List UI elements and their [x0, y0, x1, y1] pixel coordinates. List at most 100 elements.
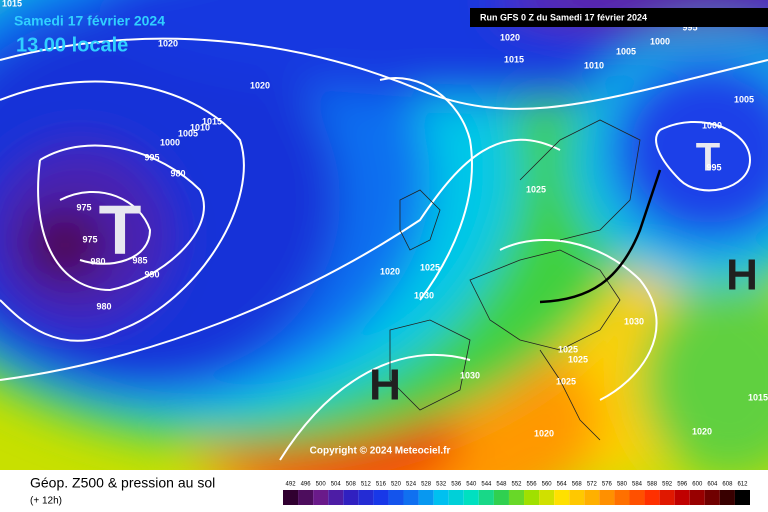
- date: Samedi 17 février 2024: [14, 13, 165, 29]
- isobar-label: 1005: [616, 46, 636, 56]
- scale-label: 572: [587, 482, 598, 488]
- scale-swatch: [674, 490, 690, 505]
- scale-swatch: [313, 490, 329, 505]
- scale-label: 588: [647, 482, 658, 488]
- scale-label: 556: [527, 482, 538, 488]
- scale-swatch: [493, 490, 509, 505]
- scale-label: 580: [617, 482, 628, 488]
- isobar-label: 1000: [650, 36, 670, 46]
- scale-label: 532: [436, 482, 447, 488]
- isobar-label: 1020: [692, 426, 712, 436]
- isobar-label: 1015: [2, 0, 22, 8]
- isobar-label: 1030: [624, 316, 644, 326]
- scale-label: 604: [707, 482, 718, 488]
- scale-swatch: [584, 490, 600, 505]
- isobar-label: 975: [76, 202, 91, 212]
- scale-label: 524: [406, 482, 417, 488]
- scale-label: 492: [286, 482, 297, 488]
- scale-label: 500: [316, 482, 327, 488]
- scale-swatch: [629, 490, 645, 505]
- scale-label: 504: [331, 482, 342, 488]
- isobar-label: 1015: [202, 116, 222, 126]
- isobar-label: 1010: [584, 60, 604, 70]
- copyright: Copyright © 2024 Meteociel.fr: [310, 446, 451, 457]
- scale-label: 520: [391, 482, 402, 488]
- isobar-label: 1005: [178, 128, 198, 138]
- scale-swatch: [448, 490, 464, 505]
- isobar-label: 1030: [460, 370, 480, 380]
- scale-swatch: [478, 490, 494, 505]
- scale-swatch: [358, 490, 374, 505]
- scale-swatch: [704, 490, 720, 505]
- scale-label: 552: [511, 482, 522, 488]
- pressure-center: T: [99, 190, 142, 268]
- run: Run GFS 0 Z du Samedi 17 février 2024: [480, 12, 647, 22]
- isobar-label: 1005: [734, 94, 754, 104]
- scale-label: 600: [692, 482, 703, 488]
- scale-label: 508: [346, 482, 357, 488]
- isobar-label: 980: [170, 168, 185, 178]
- scale-label: 496: [301, 482, 312, 488]
- isobar-label: 990: [144, 269, 159, 279]
- scale-swatch: [554, 490, 570, 505]
- isobar-label: 1000: [702, 120, 722, 130]
- isobar-label: 1020: [380, 266, 400, 276]
- isobar-label: 1030: [414, 290, 434, 300]
- isobar-label: 1025: [556, 376, 576, 386]
- coastlines: [389, 119, 641, 441]
- scale-swatch: [734, 490, 750, 505]
- isobar-label: 1020: [534, 428, 554, 438]
- scale-label: 564: [557, 482, 568, 488]
- scale-swatch: [283, 490, 299, 505]
- scale-label: 540: [466, 482, 477, 488]
- isobar-label: 1000: [160, 137, 180, 147]
- isobar-label: 1015: [748, 392, 768, 402]
- footer-step: (+ 12h): [30, 496, 62, 507]
- scale-label: 516: [376, 482, 387, 488]
- scale-label: 548: [496, 482, 507, 488]
- scale-swatch: [539, 490, 555, 505]
- isobar-label: 995: [706, 162, 721, 172]
- pressure-center: H: [369, 361, 401, 410]
- isobar-label: 1025: [558, 344, 578, 354]
- pressure-center: H: [726, 251, 758, 300]
- scale-label: 612: [737, 482, 748, 488]
- scale-label: 560: [542, 482, 553, 488]
- run-box: [470, 8, 768, 27]
- scale-swatch: [644, 490, 660, 505]
- scale-swatch: [343, 490, 359, 505]
- isobar-label: 1025: [526, 184, 546, 194]
- isobar-label: 1025: [420, 262, 440, 272]
- scale-swatch: [418, 490, 434, 505]
- scale-label: 592: [662, 482, 673, 488]
- scale-swatch: [403, 490, 419, 505]
- scale-label: 544: [481, 482, 492, 488]
- scale-swatch: [689, 490, 705, 505]
- scale-swatch: [614, 490, 630, 505]
- scale-swatch: [328, 490, 344, 505]
- scale-label: 512: [361, 482, 372, 488]
- isobar-label: 1015: [504, 54, 524, 64]
- isobar-label: 1025: [568, 354, 588, 364]
- scale-swatch: [463, 490, 479, 505]
- scale-swatch: [659, 490, 675, 505]
- scale-swatch: [719, 490, 735, 505]
- scale-label: 596: [677, 482, 688, 488]
- isobars: [0, 37, 768, 461]
- scale-swatch: [298, 490, 314, 505]
- isobar-label: 975: [82, 234, 97, 244]
- footer-title: Géop. Z500 & pression au sol: [30, 475, 215, 491]
- time: 13.00 locale: [16, 34, 128, 56]
- scale-label: 528: [421, 482, 432, 488]
- scale-label: 584: [632, 482, 643, 488]
- isobar-label: 980: [96, 301, 111, 311]
- scale-swatch: [524, 490, 540, 505]
- front: [539, 169, 662, 304]
- isobar-label: 995: [144, 152, 159, 162]
- scale-swatch: [373, 490, 389, 505]
- scale-label: 576: [602, 482, 613, 488]
- scale-label: 568: [572, 482, 583, 488]
- scale-swatch: [599, 490, 615, 505]
